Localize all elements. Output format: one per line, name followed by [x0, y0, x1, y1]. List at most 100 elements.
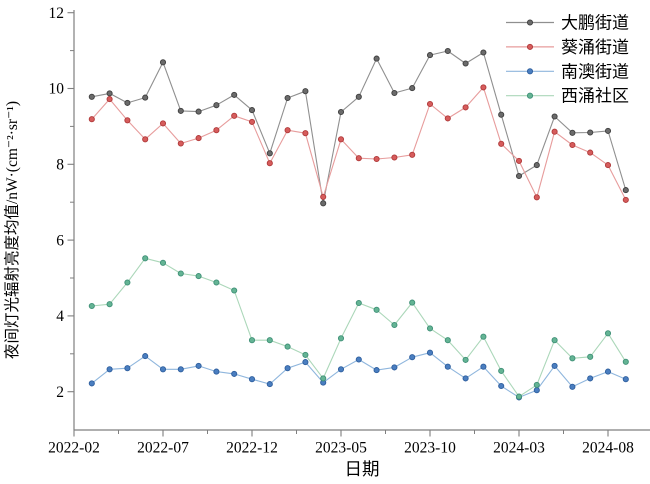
data-point-xichong — [195, 273, 202, 280]
data-point-xichong — [88, 302, 95, 310]
data-point-nanao — [426, 349, 434, 356]
legend-label-xichong: 西涌社区 — [561, 87, 629, 106]
series-line-dapeng — [91, 50, 627, 204]
x-tick-label: 2022-07 — [137, 440, 189, 457]
data-point-dapeng — [498, 111, 505, 118]
data-point-xichong — [426, 325, 434, 332]
data-point-nanao — [355, 356, 362, 363]
x-tick-label: 2023-05 — [315, 440, 367, 457]
data-point-xichong — [337, 335, 345, 342]
data-point-dapeng — [320, 200, 327, 207]
data-point-xichong — [569, 355, 576, 362]
data-point-dapeng — [533, 162, 540, 169]
data-point-kuiyong — [284, 127, 291, 134]
legend-item-nanao: 南澳街道 — [506, 62, 629, 81]
data-point-kuiyong — [266, 160, 273, 167]
data-point-dapeng — [231, 91, 238, 98]
data-point-xichong — [284, 343, 291, 350]
data-point-xichong — [266, 337, 273, 344]
data-point-kuiyong — [213, 127, 220, 134]
data-point-dapeng — [409, 85, 416, 92]
axes — [73, 10, 650, 431]
data-point-dapeng — [515, 172, 523, 180]
legend-marker-dapeng — [526, 19, 534, 26]
legend-marker-xichong — [526, 92, 534, 99]
data-point-dapeng — [551, 113, 558, 120]
x-tick-label: 2022-12 — [226, 440, 278, 457]
data-point-dapeng — [106, 90, 113, 97]
data-point-dapeng — [462, 60, 469, 67]
data-point-nanao — [480, 363, 487, 370]
data-point-kuiyong — [320, 193, 327, 200]
data-point-kuiyong — [106, 96, 113, 103]
legend-marker-nanao — [526, 68, 534, 75]
data-point-dapeng — [355, 93, 362, 100]
y-ticks: 2 4 6 8 10 12 — [49, 5, 74, 401]
data-point-dapeng — [337, 108, 345, 116]
data-point-nanao — [195, 362, 202, 369]
data-point-nanao — [231, 370, 238, 377]
data-point-nanao — [533, 387, 540, 394]
data-point-kuiyong — [551, 128, 558, 135]
data-point-nanao — [106, 366, 113, 373]
y-tick-label: 6 — [56, 232, 64, 249]
series-xichong — [88, 255, 629, 400]
data-point-nanao — [177, 366, 184, 373]
data-point-nanao — [622, 376, 629, 383]
data-point-kuiyong — [302, 130, 309, 137]
data-point-xichong — [462, 356, 469, 363]
data-point-xichong — [355, 299, 362, 307]
data-point-dapeng — [587, 129, 594, 136]
data-point-kuiyong — [248, 118, 256, 125]
data-point-kuiyong — [533, 194, 540, 201]
data-point-nanao — [302, 359, 309, 366]
data-point-dapeng — [284, 94, 291, 102]
data-point-nanao — [159, 366, 167, 373]
data-point-dapeng — [248, 107, 256, 114]
data-point-kuiyong — [142, 136, 149, 143]
y-tick-label: 12 — [49, 5, 65, 22]
data-point-xichong — [124, 279, 131, 286]
data-point-nanao — [462, 375, 469, 382]
data-point-kuiyong — [480, 84, 487, 91]
series-line-xichong — [91, 257, 627, 398]
series-dapeng — [88, 47, 629, 207]
data-point-kuiyong — [409, 151, 416, 158]
data-point-kuiyong — [159, 120, 167, 127]
legend-item-xichong: 西涌社区 — [506, 87, 629, 106]
series-line-kuiyong — [91, 86, 627, 201]
data-point-xichong — [480, 333, 487, 340]
data-point-nanao — [444, 363, 451, 370]
data-point-dapeng — [302, 88, 309, 95]
data-point-xichong — [177, 270, 184, 277]
data-point-xichong — [302, 351, 309, 358]
legend-item-kuiyong: 葵涌街道 — [506, 38, 629, 57]
data-point-kuiyong — [498, 140, 505, 147]
data-point-kuiyong — [195, 135, 202, 142]
data-point-dapeng — [195, 108, 202, 115]
data-point-xichong — [213, 279, 220, 286]
data-point-xichong — [444, 337, 451, 344]
data-point-dapeng — [569, 129, 576, 136]
data-point-nanao — [391, 364, 398, 371]
data-point-xichong — [159, 259, 167, 266]
data-point-nanao — [498, 382, 505, 390]
data-point-dapeng — [622, 187, 629, 194]
data-point-nanao — [587, 375, 594, 382]
data-point-nanao — [409, 354, 416, 361]
data-point-dapeng — [124, 99, 131, 106]
data-point-dapeng — [159, 59, 167, 66]
series-nanao — [88, 349, 629, 401]
data-point-dapeng — [266, 150, 273, 157]
data-point-xichong — [515, 393, 523, 400]
y-tick-label: 10 — [49, 81, 65, 98]
data-point-dapeng — [604, 127, 612, 134]
data-point-kuiyong — [373, 155, 380, 163]
data-point-kuiyong — [515, 157, 523, 164]
data-point-kuiyong — [231, 112, 238, 119]
data-point-xichong — [551, 337, 558, 344]
data-point-dapeng — [391, 89, 398, 97]
x-tick-label: 2022-02 — [48, 440, 100, 457]
